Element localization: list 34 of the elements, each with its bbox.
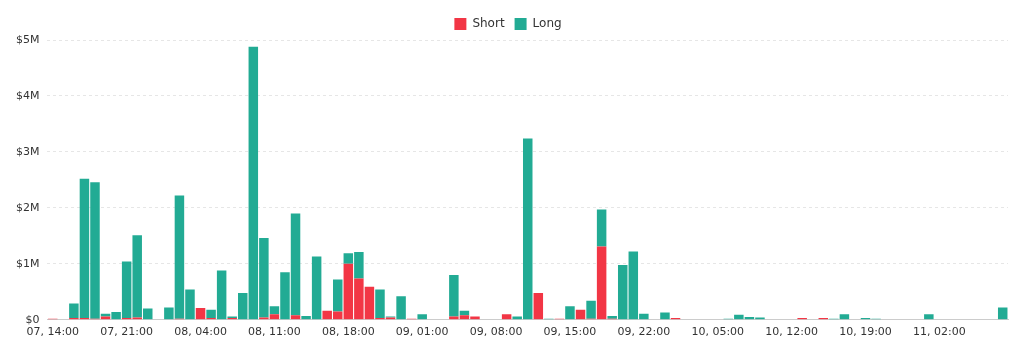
bar	[501, 314, 512, 320]
bar	[533, 292, 544, 320]
y-tick-label: $0	[25, 312, 40, 326]
x-tick-label: 09, 15:00	[543, 325, 597, 339]
y-tick-label: $4M	[15, 88, 40, 102]
x-tick-label: 07, 21:00	[100, 325, 153, 339]
x-tick-label: 09, 01:00	[395, 325, 449, 339]
x-tick-label: 10, 05:00	[691, 325, 745, 339]
bar	[839, 314, 850, 320]
bar	[660, 312, 670, 320]
x-tick-label: 09, 08:00	[469, 325, 523, 339]
y-tick-label: $1M	[15, 256, 40, 270]
bar	[290, 315, 301, 320]
x-tick-label: 08, 18:00	[321, 325, 375, 339]
x-tick-label: 08, 04:00	[174, 325, 227, 339]
bar	[924, 314, 934, 320]
x-tick-label: 07, 14:00	[26, 325, 80, 339]
x-tick-label: 08, 11:00	[248, 325, 301, 339]
x-tick-label: 09, 22:00	[617, 325, 671, 339]
x-tick-label: 10, 19:00	[839, 325, 892, 339]
bar	[586, 300, 596, 319]
y-tick-label: $5M	[15, 32, 40, 46]
bar	[596, 209, 607, 247]
y-tick-label: $3M	[15, 144, 40, 158]
bar	[596, 246, 607, 320]
y-tick-label: $2M	[15, 200, 40, 214]
x-tick-label: 11, 02:00	[913, 325, 966, 339]
bar	[565, 306, 575, 320]
x-tick-label: 10, 12:00	[765, 325, 818, 339]
bar	[333, 279, 343, 312]
legend-label: Long	[532, 16, 562, 31]
bar	[417, 314, 427, 320]
bar	[997, 307, 1008, 320]
legend-label: Short	[472, 16, 505, 31]
